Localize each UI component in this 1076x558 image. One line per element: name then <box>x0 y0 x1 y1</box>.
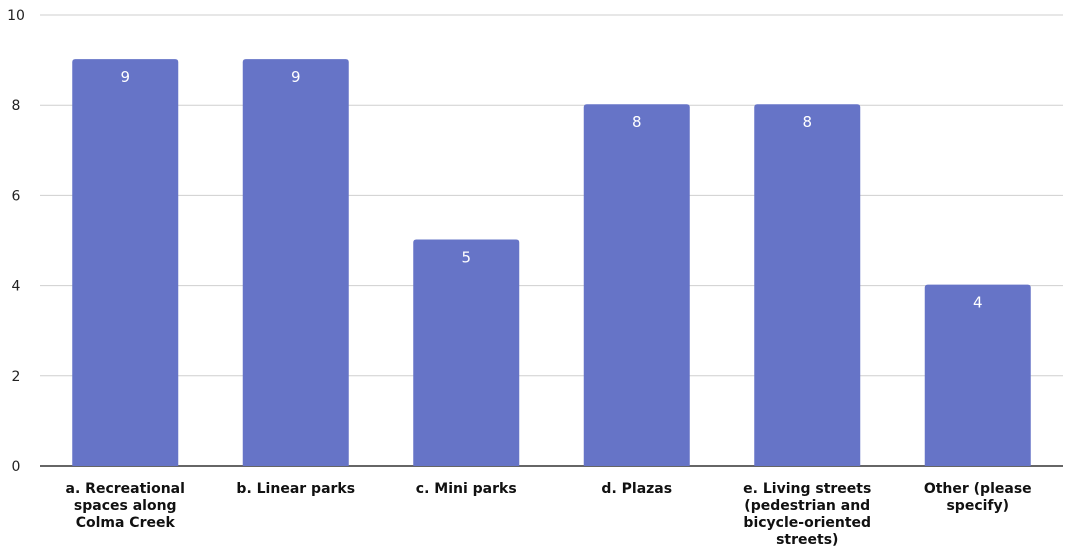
x-axis: a. Recreational spaces along Colma Creek b.… <box>66 481 1032 548</box>
bar <box>72 59 179 466</box>
x-tick-label-line: c. Mini parks <box>416 481 517 497</box>
y-tick-label: 0 <box>12 459 21 475</box>
x-tick-label-line: (pedestrian and <box>744 498 870 514</box>
x-tick-label-line: a. Recreational <box>66 481 185 497</box>
x-tick-label: c. Mini parks <box>416 481 517 497</box>
x-tick-label: e. Living streets (pedestrian and bicycle-… <box>743 481 871 548</box>
y-tick-label: 2 <box>12 369 21 385</box>
data-label: 9 <box>120 68 130 86</box>
x-tick-label-line: b. Linear parks <box>236 481 355 497</box>
bar <box>924 284 1031 466</box>
x-tick-label: b. Linear parks <box>236 481 355 497</box>
x-tick-label-line: e. Living streets <box>743 481 871 497</box>
x-tick-label-line: bicycle-oriented <box>743 515 871 531</box>
x-tick-label-line: Other (please <box>924 481 1032 497</box>
x-tick-label-line: streets) <box>776 532 838 548</box>
x-tick-label-line: Colma Creek <box>76 515 176 531</box>
data-label: 8 <box>802 113 812 131</box>
data-label: 8 <box>632 113 642 131</box>
x-tick-label-line: d. Plazas <box>601 481 672 497</box>
bar <box>754 104 861 466</box>
data-label: 9 <box>291 68 301 86</box>
x-tick-label-line: spaces along <box>74 498 177 514</box>
data-label: 4 <box>973 294 983 312</box>
y-axis: 0 2 4 6 8 10 <box>7 8 25 475</box>
y-tick-label: 10 <box>7 8 25 24</box>
x-tick-label: Other (please specify) <box>924 481 1032 514</box>
bars: 9 9 5 8 8 4 <box>72 59 1031 466</box>
x-tick-label: d. Plazas <box>601 481 672 497</box>
x-tick-label-line: specify) <box>946 498 1009 514</box>
y-tick-label: 4 <box>12 279 21 295</box>
y-tick-label: 8 <box>12 98 21 114</box>
bar <box>583 104 690 466</box>
y-tick-label: 6 <box>12 188 21 204</box>
x-tick-label: a. Recreational spaces along Colma Creek <box>66 481 185 531</box>
data-label: 5 <box>461 249 471 267</box>
bar <box>413 239 520 466</box>
bar <box>242 59 349 466</box>
gridlines <box>40 14 1063 467</box>
